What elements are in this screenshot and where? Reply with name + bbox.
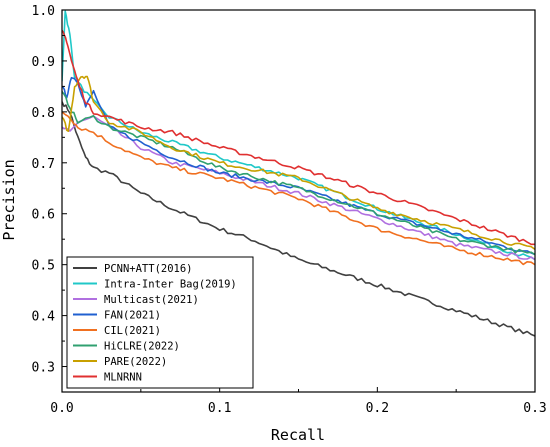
x-tick-label: 0.0 xyxy=(50,401,73,416)
y-tick-label: 0.7 xyxy=(32,157,55,172)
x-tick-label: 0.3 xyxy=(523,401,546,416)
plot-area xyxy=(62,10,535,337)
series-line-7 xyxy=(62,29,535,246)
x-axis-title: Recall xyxy=(271,426,325,444)
legend-label: PARE(2022) xyxy=(104,356,167,368)
y-tick-label: 0.5 xyxy=(32,259,55,274)
y-tick-label: 0.9 xyxy=(32,55,55,70)
legend-label: PCNN+ATT(2016) xyxy=(104,263,193,275)
legend-label: CIL(2021) xyxy=(104,325,161,337)
y-tick-label: 0.6 xyxy=(32,208,55,223)
series-line-0 xyxy=(62,101,535,337)
x-tick-label: 0.1 xyxy=(208,401,231,416)
series-line-2 xyxy=(62,115,535,261)
series-line-5 xyxy=(62,91,535,256)
legend-label: Intra-Inter Bag(2019) xyxy=(104,279,237,291)
legend-label: HiCLRE(2022) xyxy=(104,341,180,353)
legend-label: MLNRNN xyxy=(104,372,142,384)
y-tick-label: 0.4 xyxy=(32,310,56,325)
series-line-6 xyxy=(62,75,535,251)
series-line-1 xyxy=(62,10,535,261)
legend-label: FAN(2021) xyxy=(104,310,161,322)
axes: 0.0 0.1 0.2 0.3 0.3 0.4 0.5 0.6 0.7 0.8 0.9 1.0 xyxy=(32,4,547,416)
y-tick-label: 1.0 xyxy=(32,4,55,19)
y-tick-label: 0.8 xyxy=(32,106,55,121)
series-line-3 xyxy=(62,76,535,256)
legend: PCNN+ATT(2016) Intra-Inter Bag(2019) Multi… xyxy=(66,256,254,389)
legend-box xyxy=(66,256,254,389)
x-tick-label: 0.2 xyxy=(366,401,389,416)
series-line-4 xyxy=(62,111,535,266)
y-tick-label: 0.3 xyxy=(32,361,55,376)
legend-label: Multicast(2021) xyxy=(104,294,199,306)
y-axis-title: Precision xyxy=(0,159,18,240)
